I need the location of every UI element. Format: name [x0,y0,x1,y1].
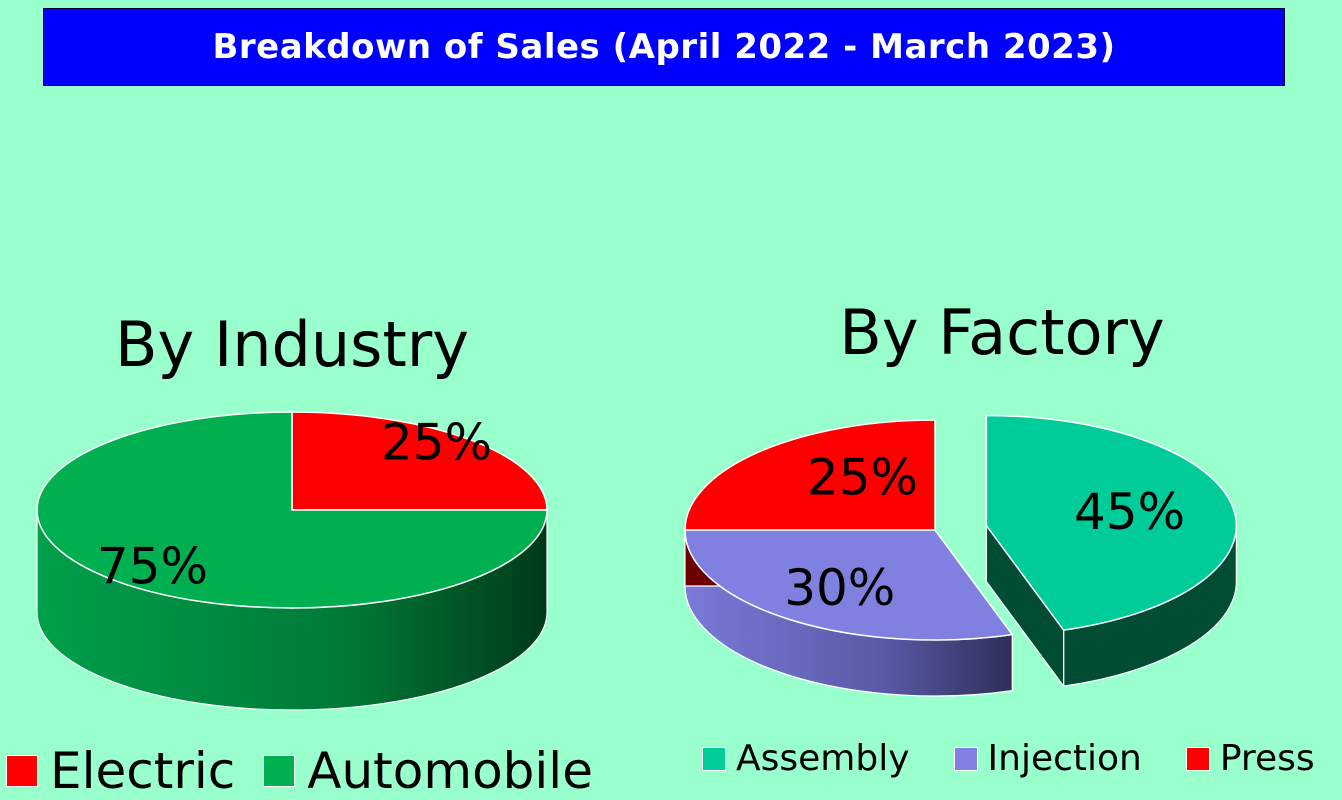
legend-label-automobile: Automobile [307,742,593,800]
pie-slice-injection [684,529,1014,641]
pie-slice-automobile [36,411,548,609]
data-label-electric: 25% [381,413,492,471]
pie-slice-electric [291,411,548,511]
legend-item-injection: Injection [953,738,1186,779]
data-label-assembly: 45% [1074,483,1185,541]
chart-title-banner: Breakdown of Sales (April 2022 - March 2… [43,8,1285,86]
industry-chart-title: By Industry [115,308,469,381]
chart-title: Breakdown of Sales (April 2022 - March 2… [212,27,1116,67]
legend-item-press: Press [1185,738,1342,779]
legend-swatch-assembly [702,746,726,771]
industry-legend: Electric Automobile [6,742,621,800]
legend-item-assembly: Assembly [702,738,954,779]
factory-pie: 45% 30% 25% [684,414,1238,697]
legend-swatch-electric [6,755,38,787]
legend-label-assembly: Assembly [736,738,910,779]
legend-item-automobile: Automobile [263,742,621,800]
data-label-press: 25% [807,448,918,506]
factory-legend: Assembly Injection Press [702,738,1342,779]
legend-swatch-injection [953,746,978,771]
legend-swatch-press [1185,746,1210,771]
pie-slice-press [684,419,936,531]
industry-pie: 25% 75% [36,411,548,711]
legend-label-injection: Injection [987,738,1142,779]
legend-label-press: Press [1219,738,1315,779]
pie-slice-assembly [985,414,1238,631]
factory-chart-title: By Factory [839,296,1164,369]
data-label-injection: 30% [784,559,895,617]
legend-item-electric: Electric [6,742,263,800]
legend-swatch-automobile [263,755,296,787]
data-label-automobile: 75% [97,538,208,596]
legend-label-electric: Electric [50,742,236,800]
